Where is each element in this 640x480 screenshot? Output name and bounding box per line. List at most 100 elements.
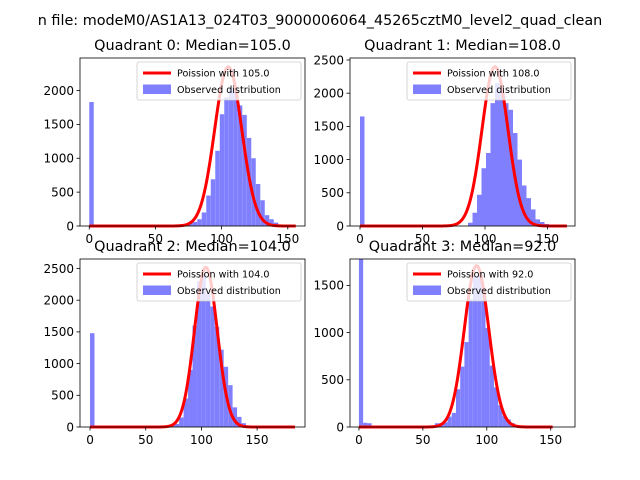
legend-fit-label: Poission with 105.0 bbox=[177, 69, 270, 80]
y-tick-label: 2500 bbox=[43, 262, 74, 276]
histogram-bar bbox=[196, 281, 202, 427]
histogram-bar bbox=[472, 212, 477, 226]
y-tick-label: 500 bbox=[321, 373, 344, 387]
x-tick-label: 150 bbox=[276, 232, 299, 246]
histogram-bar bbox=[206, 195, 211, 226]
y-tick-label: 500 bbox=[51, 185, 74, 199]
x-tick-label: 100 bbox=[190, 433, 213, 447]
histogram-bar bbox=[477, 194, 482, 226]
histogram-bar bbox=[269, 219, 274, 226]
histogram-bar bbox=[540, 222, 545, 226]
subplot-title: Quadrant 0: Median=105.0 bbox=[94, 38, 291, 54]
histogram-bar bbox=[363, 422, 368, 427]
legend-fit-label: Poission with 92.0 bbox=[447, 270, 533, 281]
y-tick-label: 1500 bbox=[313, 120, 344, 134]
legend-hist-swatch bbox=[413, 285, 441, 295]
histogram-bar bbox=[472, 275, 478, 427]
legend-hist-swatch bbox=[143, 285, 171, 295]
x-tick-label: 0 bbox=[86, 433, 94, 447]
histogram-bar bbox=[489, 365, 494, 427]
histogram-bar bbox=[215, 150, 220, 226]
x-tick-label: 0 bbox=[85, 232, 93, 246]
x-tick-label: 100 bbox=[475, 433, 498, 447]
subplot-title: Quadrant 2: Median=104.0 bbox=[94, 239, 291, 255]
histogram-bar bbox=[485, 327, 490, 427]
histogram-bar bbox=[531, 209, 536, 226]
histogram-bar bbox=[233, 90, 238, 226]
legend-hist-label: Observed distribution bbox=[447, 85, 551, 96]
y-tick-label: 0 bbox=[336, 420, 344, 434]
y-tick-label: 2000 bbox=[313, 86, 344, 100]
x-tick-label: 50 bbox=[415, 433, 430, 447]
legend-frame bbox=[136, 262, 302, 302]
histogram-bar bbox=[228, 87, 234, 227]
subplot-title: Quadrant 3: Median=92.0 bbox=[369, 239, 557, 255]
legend-hist-label: Observed distribution bbox=[177, 286, 281, 297]
histogram-bar bbox=[242, 114, 247, 226]
y-tick-label: 1500 bbox=[313, 279, 344, 293]
histogram-bar bbox=[477, 275, 482, 427]
histogram-bar bbox=[481, 287, 486, 427]
axes-frame bbox=[349, 57, 576, 227]
x-tick-label: 100 bbox=[210, 232, 233, 246]
legend: Poission with 104.0 Observed distribution bbox=[136, 262, 302, 302]
histogram-bar bbox=[447, 416, 452, 427]
y-tick-label: 1500 bbox=[43, 325, 74, 339]
histogram-bar bbox=[219, 114, 225, 226]
legend-frame bbox=[406, 61, 572, 101]
histogram-bar bbox=[522, 185, 527, 226]
histogram-bar bbox=[495, 83, 500, 226]
histogram-bar bbox=[228, 385, 233, 427]
histogram-bar bbox=[188, 369, 193, 427]
y-tick-label: 500 bbox=[321, 186, 344, 200]
histogram-bar bbox=[526, 198, 531, 226]
histogram-bar bbox=[360, 116, 365, 226]
histogram-bar bbox=[237, 416, 242, 427]
histogram-bar bbox=[490, 103, 495, 226]
histogram-bar bbox=[237, 105, 243, 226]
histogram-bar bbox=[90, 333, 95, 427]
histogram-bar bbox=[464, 342, 469, 427]
y-tick-label: 2000 bbox=[43, 294, 74, 308]
histogram-bar bbox=[214, 326, 220, 427]
legend: Poission with 105.0 Observed distribution bbox=[136, 61, 302, 101]
histogram-bar bbox=[210, 306, 215, 427]
y-tick-label: 1500 bbox=[43, 118, 74, 132]
histogram-bar bbox=[508, 109, 513, 226]
histogram-bar bbox=[224, 97, 229, 227]
axes-frame bbox=[79, 258, 306, 428]
x-tick-label: 50 bbox=[415, 232, 430, 246]
x-tick-label: 150 bbox=[246, 433, 269, 447]
y-tick-label: 1000 bbox=[313, 153, 344, 167]
histogram-bar bbox=[255, 184, 261, 226]
legend-hist-label: Observed distribution bbox=[447, 286, 551, 297]
x-tick-label: 0 bbox=[355, 433, 363, 447]
histogram-bar bbox=[455, 389, 461, 427]
y-tick-label: 2000 bbox=[43, 84, 74, 98]
histogram-bar bbox=[502, 415, 507, 427]
y-tick-label: 2500 bbox=[313, 53, 344, 67]
histogram-bar bbox=[183, 398, 189, 427]
histogram-bar bbox=[481, 168, 486, 226]
histogram-bar bbox=[535, 219, 540, 226]
legend-fit-label: Poission with 104.0 bbox=[177, 270, 270, 281]
histogram-bar bbox=[517, 159, 522, 226]
histogram-bar bbox=[219, 349, 224, 427]
histogram-bar bbox=[499, 89, 504, 226]
histogram-bar bbox=[174, 423, 180, 427]
legend: Poission with 108.0 Observed distribution bbox=[406, 61, 572, 101]
y-tick-label: 0 bbox=[66, 420, 74, 434]
histogram-bar bbox=[358, 259, 364, 427]
histogram-bar bbox=[486, 152, 491, 226]
legend: Poission with 92.0 Observed distribution bbox=[406, 262, 572, 302]
legend-hist-swatch bbox=[143, 84, 171, 94]
x-tick-label: 50 bbox=[138, 433, 153, 447]
histogram-bar bbox=[504, 103, 509, 226]
legend-fit-label: Poission with 108.0 bbox=[447, 69, 540, 80]
histogram-bar bbox=[201, 212, 207, 226]
histogram-bar bbox=[468, 299, 473, 427]
